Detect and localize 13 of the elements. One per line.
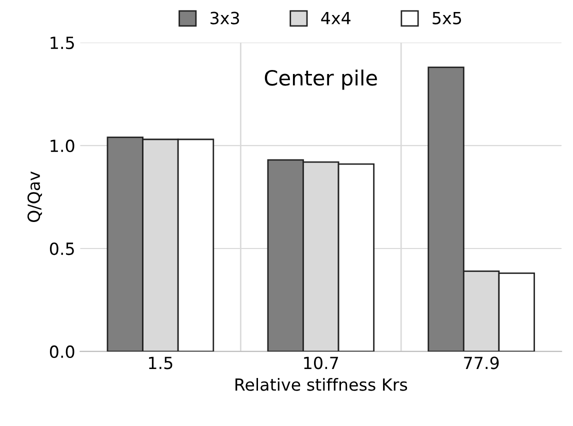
legend-label: 5x5 <box>432 12 462 24</box>
legend-label: 3x3 <box>210 12 240 24</box>
y-tick-label: 0.5 <box>50 242 74 256</box>
annotation: Center pile <box>264 70 377 90</box>
x-tick-label: 1.5 <box>149 356 172 370</box>
x-tick-label: 10.7 <box>304 356 338 370</box>
y-tick-label: 0.0 <box>50 345 74 358</box>
legend-label: 4x4 <box>321 12 350 24</box>
x-tick-label: 77.9 <box>464 356 499 370</box>
y-tick-label: 1.5 <box>50 36 74 50</box>
x-axis-title: Relative stiffness Krs <box>236 378 408 391</box>
y-axis-title: Q/Qav <box>27 172 42 222</box>
y-tick-label: 1.0 <box>50 140 74 152</box>
